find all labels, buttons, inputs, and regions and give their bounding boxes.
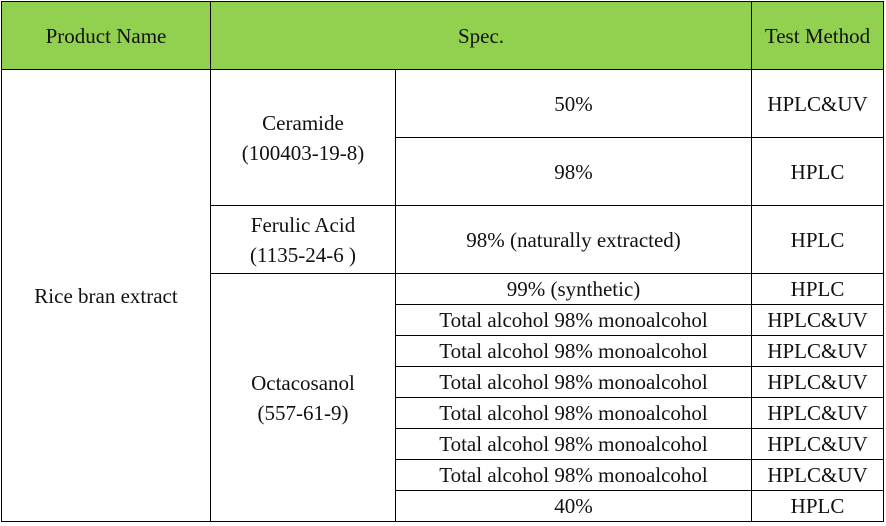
compound-name: Octacosanol bbox=[251, 370, 355, 395]
method-cell: HPLC bbox=[751, 137, 885, 206]
compound-name: Ferulic Acid bbox=[250, 212, 356, 237]
spec-cell: Total alcohol 98% monoalcohol bbox=[394, 335, 753, 367]
table-row: Total alcohol 98% monoalcohol HPLC&UV bbox=[2, 304, 885, 336]
method-cell: HPLC bbox=[751, 205, 885, 274]
spec-cell: Total alcohol 98% monoalcohol bbox=[394, 397, 753, 429]
method-cell: HPLC&UV bbox=[751, 397, 885, 429]
method-cell: HPLC&UV bbox=[751, 335, 885, 367]
spec-cell: 98% bbox=[394, 137, 753, 206]
compound-name: Ceramide bbox=[262, 110, 344, 135]
spec-cell: Total alcohol 98% monoalcohol bbox=[394, 366, 753, 398]
header-spec: Spec. bbox=[209, 1, 753, 70]
spec-cell: Total alcohol 98% monoalcohol bbox=[394, 428, 753, 460]
method-cell: HPLC&UV bbox=[751, 459, 885, 491]
product-name-cell: Rice bran extract bbox=[1, 69, 211, 522]
method-cell: HPLC&UV bbox=[751, 304, 885, 336]
method-cell: HPLC bbox=[751, 490, 885, 522]
compound-cell-ferulic-acid: Ferulic Acid (1135-24-6 ) bbox=[210, 205, 396, 274]
spec-cell: Total alcohol 98% monoalcohol bbox=[394, 459, 753, 491]
header-row: Product Name Spec. Test Method bbox=[1, 1, 885, 70]
header-product-name: Product Name bbox=[1, 1, 211, 70]
method-cell: HPLC&UV bbox=[751, 69, 885, 138]
method-cell: HPLC bbox=[751, 273, 885, 305]
header-test-method: Test Method bbox=[751, 1, 885, 70]
table-row: Rice bran extract Ceramide (100403-19-8)… bbox=[1, 69, 885, 522]
spec-cell: 99% (synthetic) bbox=[394, 273, 753, 305]
table-row: Octacosanol (557-61-9) 99% (synthetic) H… bbox=[2, 273, 885, 522]
compound-cas: (100403-19-8) bbox=[241, 140, 365, 165]
compound-cas: (557-61-9) bbox=[257, 400, 349, 425]
spec-cell: 98% (naturally extracted) bbox=[394, 205, 753, 274]
table-row: Total alcohol 98% monoalcohol HPLC&UV bbox=[2, 335, 885, 367]
table-row: 40% HPLC bbox=[2, 490, 885, 522]
spec-cell: Total alcohol 98% monoalcohol bbox=[394, 304, 753, 336]
spec-cell: 40% bbox=[394, 490, 753, 522]
compound-cas: (1135-24-6 ) bbox=[250, 242, 356, 267]
compound-cell-octacosanol: Octacosanol (557-61-9) bbox=[210, 273, 396, 522]
table-row: Total alcohol 98% monoalcohol HPLC&UV bbox=[2, 459, 885, 491]
method-cell: HPLC&UV bbox=[751, 428, 885, 460]
spec-cell: 50% bbox=[394, 69, 753, 138]
table-row: Ferulic Acid (1135-24-6 ) 98% (naturally… bbox=[2, 205, 885, 274]
table-row: 98% HPLC bbox=[2, 137, 885, 206]
compound-cell-ceramide: Ceramide (100403-19-8) bbox=[210, 69, 396, 206]
method-cell: HPLC&UV bbox=[751, 366, 885, 398]
